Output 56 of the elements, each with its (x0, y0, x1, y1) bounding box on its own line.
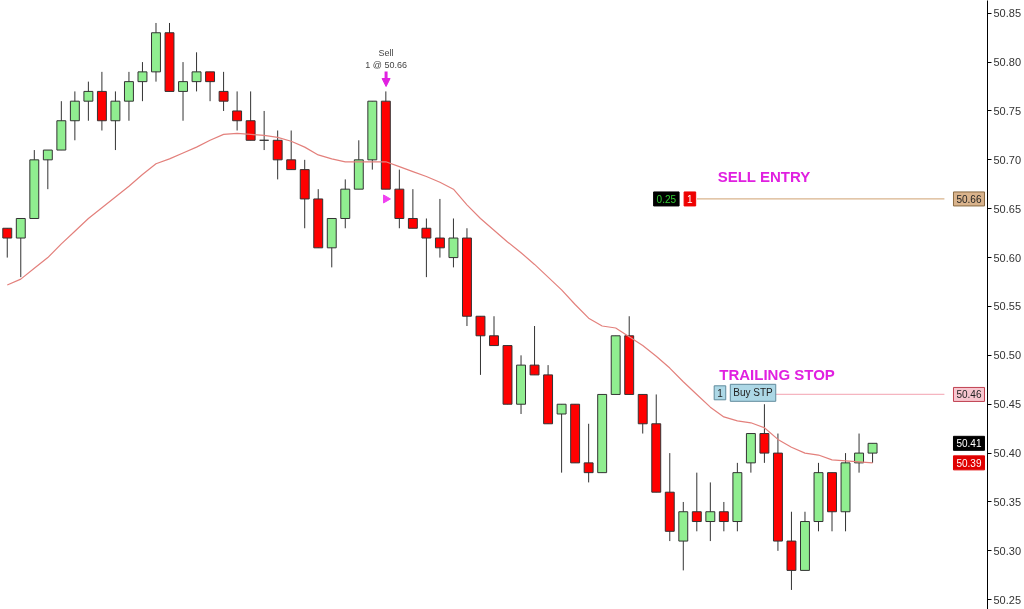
candlestick (867, 442, 878, 464)
y-tick-label: 50.55 (993, 300, 1022, 313)
y-tick-label: 50.75 (993, 104, 1022, 117)
candlestick (489, 315, 499, 347)
annotation: Sell (378, 47, 394, 58)
candlestick (2, 227, 13, 259)
candlestick (110, 90, 121, 151)
candlestick (191, 51, 202, 92)
candlestick (691, 472, 702, 532)
candlestick (205, 71, 216, 102)
candlestick (475, 315, 486, 376)
y-tick-label: 50.30 (993, 544, 1022, 557)
candlestick (15, 217, 26, 278)
candlestick (705, 481, 716, 542)
annotation: 50.46 (956, 389, 982, 401)
candlestick (69, 90, 80, 141)
candlestick (421, 217, 432, 278)
y-tick-label: 50.65 (993, 202, 1022, 215)
y-tick-label: 50.85 (993, 7, 1022, 20)
y-tick-label: 50.80 (993, 56, 1022, 69)
annotation: 50.39 (956, 457, 982, 469)
candlestick (407, 188, 418, 229)
annotation: 50.41 (956, 438, 982, 450)
candlestick (556, 403, 567, 474)
candlestick (759, 403, 770, 464)
y-tick-label: 50.35 (993, 495, 1022, 508)
candlestick (178, 61, 188, 122)
y-tick-label: 50.70 (993, 153, 1022, 166)
ref-line-label: TRAILING STOP (719, 365, 835, 383)
y-tick-label: 50.45 (993, 398, 1022, 411)
annotation: 1 @ 50.66 (365, 59, 407, 70)
annotation: 1 (687, 193, 694, 205)
y-tick-label: 50.60 (993, 251, 1022, 264)
candlestick (448, 217, 459, 268)
y-tick-label: 50.25 (993, 593, 1022, 606)
candlestick (718, 501, 729, 532)
ref-line-label: SELL ENTRY (717, 168, 811, 186)
candlestick (286, 130, 297, 171)
annotation: 0.25 (656, 193, 677, 205)
annotation: Buy STP (733, 387, 774, 399)
candlestick (529, 325, 540, 376)
candlestick (272, 130, 283, 180)
y-tick-label: 50.50 (993, 349, 1022, 362)
candlestick (245, 90, 256, 141)
y-tick-label: 50.40 (993, 447, 1022, 460)
candlestick (434, 198, 445, 259)
annotation: 1 (717, 387, 724, 399)
annotation: 50.66 (956, 193, 982, 205)
candlestick (232, 90, 243, 132)
candlestick (123, 71, 134, 122)
candlestick (854, 433, 865, 474)
candlestick (137, 61, 148, 102)
candlestick (83, 81, 94, 122)
candlestick (583, 423, 594, 483)
candlestick (218, 71, 229, 112)
candlestick (42, 149, 53, 190)
